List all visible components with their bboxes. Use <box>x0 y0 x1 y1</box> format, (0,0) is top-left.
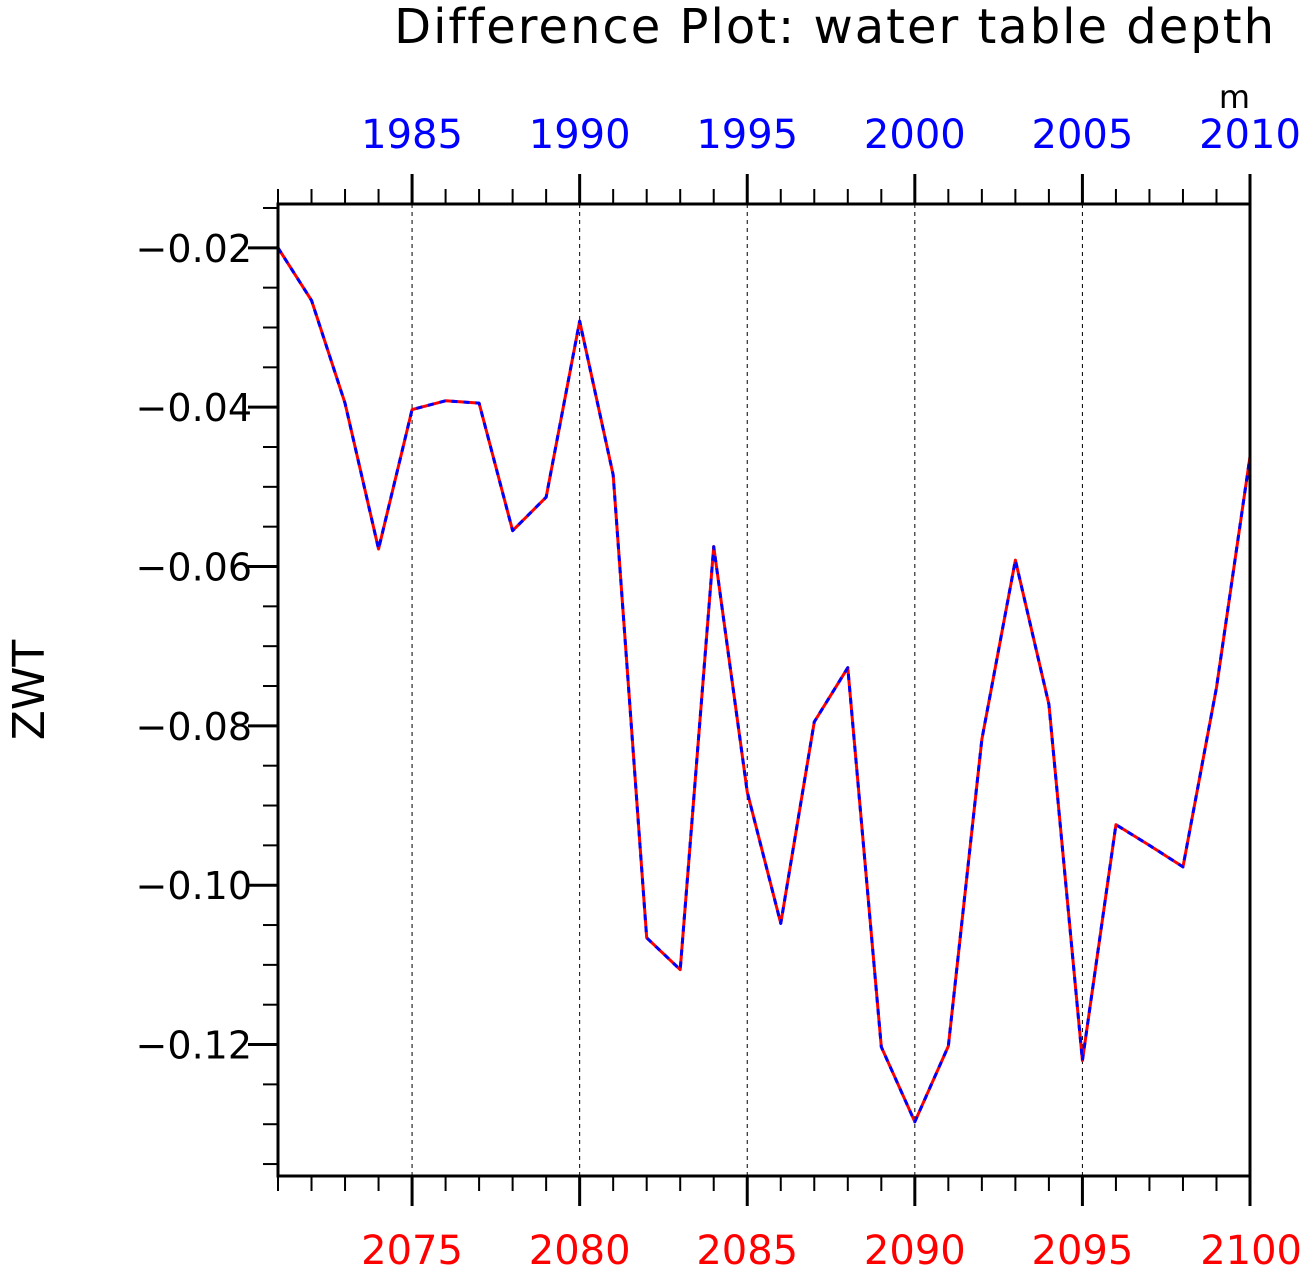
top-tick-label: 2000 <box>864 112 966 158</box>
y-tick-label: −0.08 <box>136 705 252 749</box>
y-tick-label: −0.12 <box>136 1024 252 1068</box>
bottom-tick-label: 2080 <box>529 1228 631 1267</box>
bottom-tick-label: 2085 <box>696 1228 798 1267</box>
top-tick-label: 2005 <box>1032 112 1134 158</box>
series-line-solid <box>276 247 1252 1124</box>
tick-labels: −0.02 −0.04 −0.06 −0.08 −0.10 −0.12 1985 1990 19… <box>136 112 1302 1267</box>
top-tick-label: 1995 <box>696 112 798 158</box>
grid-lines <box>411 204 1083 1176</box>
y-tick-label: −0.04 <box>136 386 252 430</box>
data-series <box>276 247 1252 1124</box>
series-line-dashed <box>276 247 1252 1124</box>
units-label: m <box>1219 78 1250 116</box>
top-tick-label: 1985 <box>361 112 463 158</box>
y-tick-label: −0.10 <box>136 864 252 908</box>
y-tick-label: −0.02 <box>136 227 252 271</box>
y-axis-label: ZWT <box>4 640 55 741</box>
bottom-tick-label: 2100 <box>1200 1228 1302 1267</box>
bottom-tick-label: 2095 <box>1032 1228 1134 1267</box>
top-tick-label: 2010 <box>1199 112 1301 158</box>
chart-title: Difference Plot: water table depth <box>394 0 1276 55</box>
axis-ticks <box>248 174 1252 1206</box>
plot-frame <box>276 202 1252 1178</box>
top-tick-label: 1990 <box>529 112 631 158</box>
bottom-tick-label: 2090 <box>864 1228 966 1267</box>
bottom-tick-label: 2075 <box>361 1228 463 1267</box>
y-tick-label: −0.06 <box>136 546 252 590</box>
